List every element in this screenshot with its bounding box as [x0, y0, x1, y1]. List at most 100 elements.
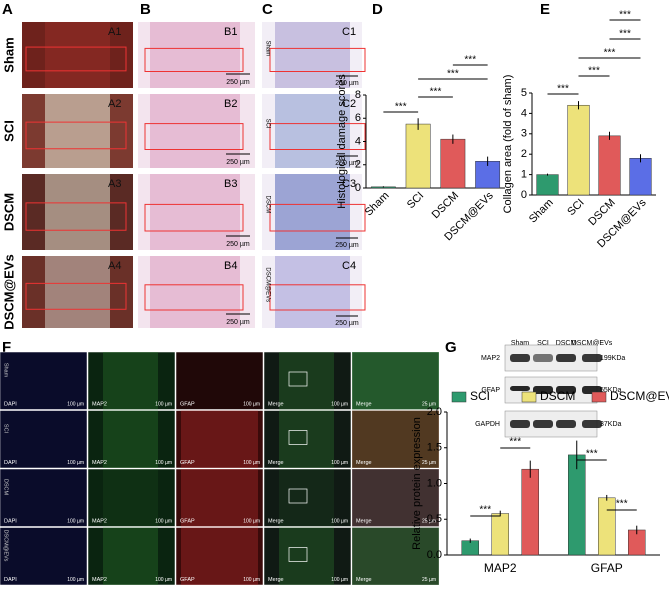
roi-box	[25, 46, 127, 72]
scale-label: 100 µm	[331, 518, 348, 524]
scale-label: 250 µm	[226, 319, 250, 326]
panel-letter: E	[540, 1, 550, 18]
spinal-cord	[45, 94, 110, 168]
scale-label: 100 µm	[243, 401, 260, 407]
band	[582, 354, 602, 362]
column-label: Merge	[268, 460, 284, 466]
band	[533, 354, 553, 362]
column-label: MAP2	[92, 577, 107, 583]
column-label: DAPI	[4, 460, 17, 466]
y-tick-label: 5	[521, 87, 527, 99]
size-label: 199KDa	[600, 355, 625, 362]
legend-swatch	[451, 391, 467, 403]
column-label: Merge	[356, 460, 372, 466]
bar	[629, 158, 652, 196]
tissue	[150, 22, 240, 88]
fluorescence-image	[87, 410, 176, 469]
y-tick-label: 8	[355, 89, 361, 101]
fluorescence-image	[263, 468, 352, 527]
bar	[491, 513, 509, 556]
x-tick-label: GFAP	[591, 561, 623, 575]
panel-letter: F	[2, 339, 11, 356]
image-label: C4	[342, 260, 356, 272]
column-label: Merge	[268, 518, 284, 524]
image-label: C1	[342, 26, 356, 38]
protein-label: GFAP	[481, 387, 500, 394]
tissue	[150, 94, 240, 168]
fluorescence-image	[175, 351, 264, 410]
roi-box	[269, 284, 366, 311]
row-label: SCI	[1, 120, 16, 142]
y-tick-label: 0.0	[427, 549, 442, 561]
column-label: MAP2	[92, 518, 107, 524]
y-tick-label: 6	[355, 112, 361, 124]
scale-label: 250 µm	[226, 159, 250, 166]
x-tick-label: Sham	[363, 190, 392, 219]
band	[556, 354, 576, 362]
y-tick-label: 1.5	[427, 442, 442, 454]
y-tick-label: 1.0	[427, 477, 442, 489]
significance: ***	[479, 505, 491, 516]
row-label: DSCM	[264, 196, 270, 214]
scale-label: 250 µm	[226, 241, 250, 248]
column-label: Merge	[268, 401, 284, 407]
signal	[279, 352, 334, 410]
image-label: C3	[342, 178, 356, 190]
band	[533, 386, 553, 394]
bar	[598, 135, 621, 196]
legend-label: SCI	[470, 389, 490, 403]
panel-letter: D	[372, 1, 383, 18]
band	[556, 420, 576, 428]
y-axis-label: Relative protein expression	[411, 417, 423, 550]
signal	[103, 352, 158, 410]
band	[510, 386, 530, 391]
significance: ***	[509, 437, 521, 448]
scale-label: 100 µm	[331, 401, 348, 407]
row-label: SCI	[264, 119, 270, 129]
signal	[181, 527, 258, 585]
x-tick-label: SCI	[405, 190, 426, 211]
legend-label: DSCM	[540, 389, 575, 403]
scale-label: 25 µm	[422, 401, 436, 407]
fluorescence-image	[263, 410, 352, 469]
image-label: A4	[108, 260, 121, 272]
significance: ***	[619, 10, 631, 21]
fluorescence-image	[0, 410, 88, 469]
bar	[568, 454, 586, 556]
fluorescence-image	[175, 468, 264, 527]
scale-label: 100 µm	[155, 401, 172, 407]
column-label: GFAP	[180, 518, 195, 524]
roi-box	[269, 47, 366, 73]
significance: ***	[586, 449, 598, 460]
fluorescence-image	[175, 527, 264, 586]
column-label: MAP2	[92, 401, 107, 407]
y-tick-label: 0	[355, 182, 361, 194]
signal	[279, 410, 334, 468]
scale-label: 100 µm	[67, 460, 84, 466]
signal	[352, 410, 439, 468]
y-tick-label: 2	[355, 159, 361, 171]
spinal-cord	[45, 174, 110, 250]
column-label: GFAP	[180, 401, 195, 407]
scale-label: 250 µm	[335, 160, 359, 167]
fluorescence-image	[0, 351, 88, 410]
significance: ***	[430, 87, 442, 98]
lane-label: DSCM@EVs	[572, 340, 613, 347]
bar	[521, 468, 539, 556]
legend-label: DSCM@EVs	[610, 389, 669, 403]
signal	[352, 469, 439, 527]
panel-letter: C	[262, 1, 273, 18]
significance: ***	[557, 84, 569, 95]
x-tick-label: DSCM	[430, 190, 461, 221]
panel-letter: G	[445, 339, 457, 356]
significance: ***	[447, 69, 459, 80]
row-label: Sham	[3, 363, 9, 378]
y-tick-label: 3	[521, 128, 527, 140]
image-label: B3	[224, 178, 237, 190]
signal	[352, 352, 439, 410]
signal	[181, 410, 258, 468]
y-axis-label: Collagen area (fold of sham)	[502, 75, 514, 214]
fluorescence-image	[0, 468, 88, 527]
y-axis-label: Histological damage scores	[336, 74, 348, 209]
row-label: Sham	[264, 41, 270, 57]
